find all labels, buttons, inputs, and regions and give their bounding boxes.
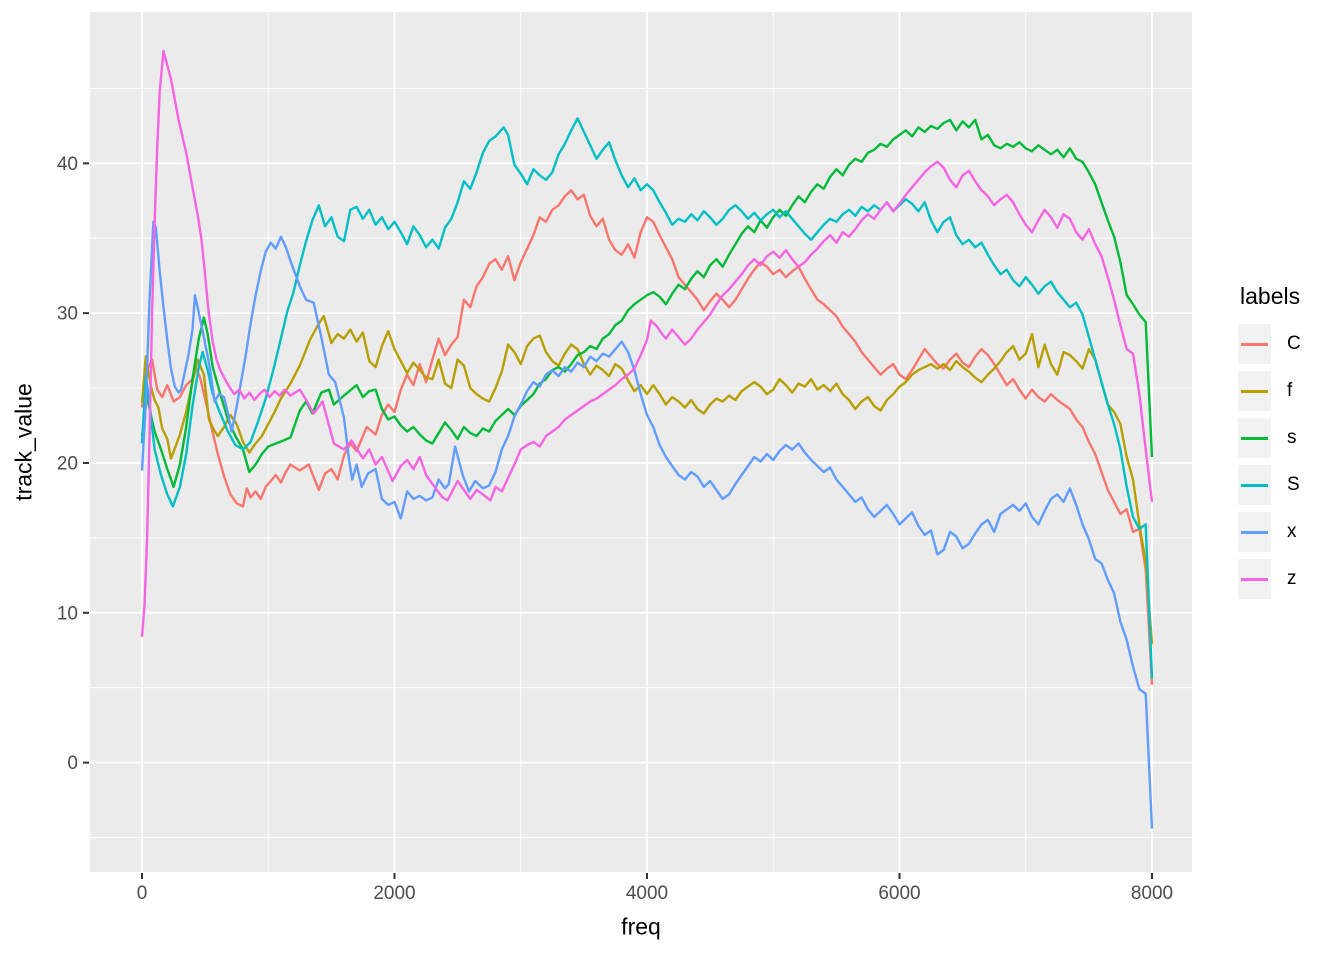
- series-line-S: [140, 117, 1154, 679]
- x-tick-label: 0: [137, 883, 148, 904]
- y-axis-title: track_value: [10, 383, 37, 501]
- legend-key-swatch: [1238, 324, 1271, 364]
- legend-item-label: C: [1287, 333, 1301, 354]
- legend-key-swatch: [1238, 512, 1271, 552]
- legend-item-label: x: [1287, 521, 1297, 542]
- y-tick-label: 30: [57, 304, 78, 325]
- legend-key-line: [1241, 577, 1268, 581]
- x-tick-label: 6000: [878, 883, 920, 904]
- legend-item-x: x: [1238, 512, 1301, 552]
- legend-item-label: z: [1287, 568, 1297, 589]
- x-tick-label: 2000: [373, 883, 415, 904]
- legend-key-line: [1241, 483, 1268, 487]
- legend-item-label: f: [1287, 380, 1293, 401]
- x-tick-label: 4000: [626, 883, 668, 904]
- series-line-C: [140, 189, 1154, 685]
- legend-item-f: f: [1238, 371, 1301, 411]
- legend-key-swatch: [1238, 559, 1271, 599]
- series-line-z: [140, 49, 1154, 637]
- y-tick-label: 20: [57, 453, 78, 474]
- legend-item-label: S: [1287, 474, 1300, 495]
- legend-key-swatch: [1238, 465, 1271, 505]
- y-tick-label: 10: [57, 603, 78, 624]
- y-tick-label: 0: [67, 753, 78, 774]
- legend-key-swatch: [1238, 371, 1271, 411]
- legend-item-s: s: [1238, 418, 1301, 458]
- series-line-f: [140, 314, 1154, 645]
- x-tick-label: 8000: [1131, 883, 1173, 904]
- plot-panel: [90, 12, 1192, 872]
- legend-key-line: [1241, 389, 1268, 393]
- x-axis-title: freq: [621, 913, 661, 940]
- legend-key-swatch: [1238, 418, 1271, 458]
- legend-item-z: z: [1238, 559, 1301, 599]
- legend-key-line: [1241, 436, 1268, 440]
- y-tick-label: 40: [57, 154, 78, 175]
- legend-key-line: [1241, 530, 1268, 534]
- legend-title: labels: [1240, 283, 1301, 309]
- legend-item-label: s: [1287, 427, 1297, 448]
- legend-key-line: [1241, 342, 1268, 346]
- legend-item-S: S: [1238, 465, 1301, 505]
- legend-item-C: C: [1238, 324, 1301, 364]
- series-line-x: [140, 220, 1154, 829]
